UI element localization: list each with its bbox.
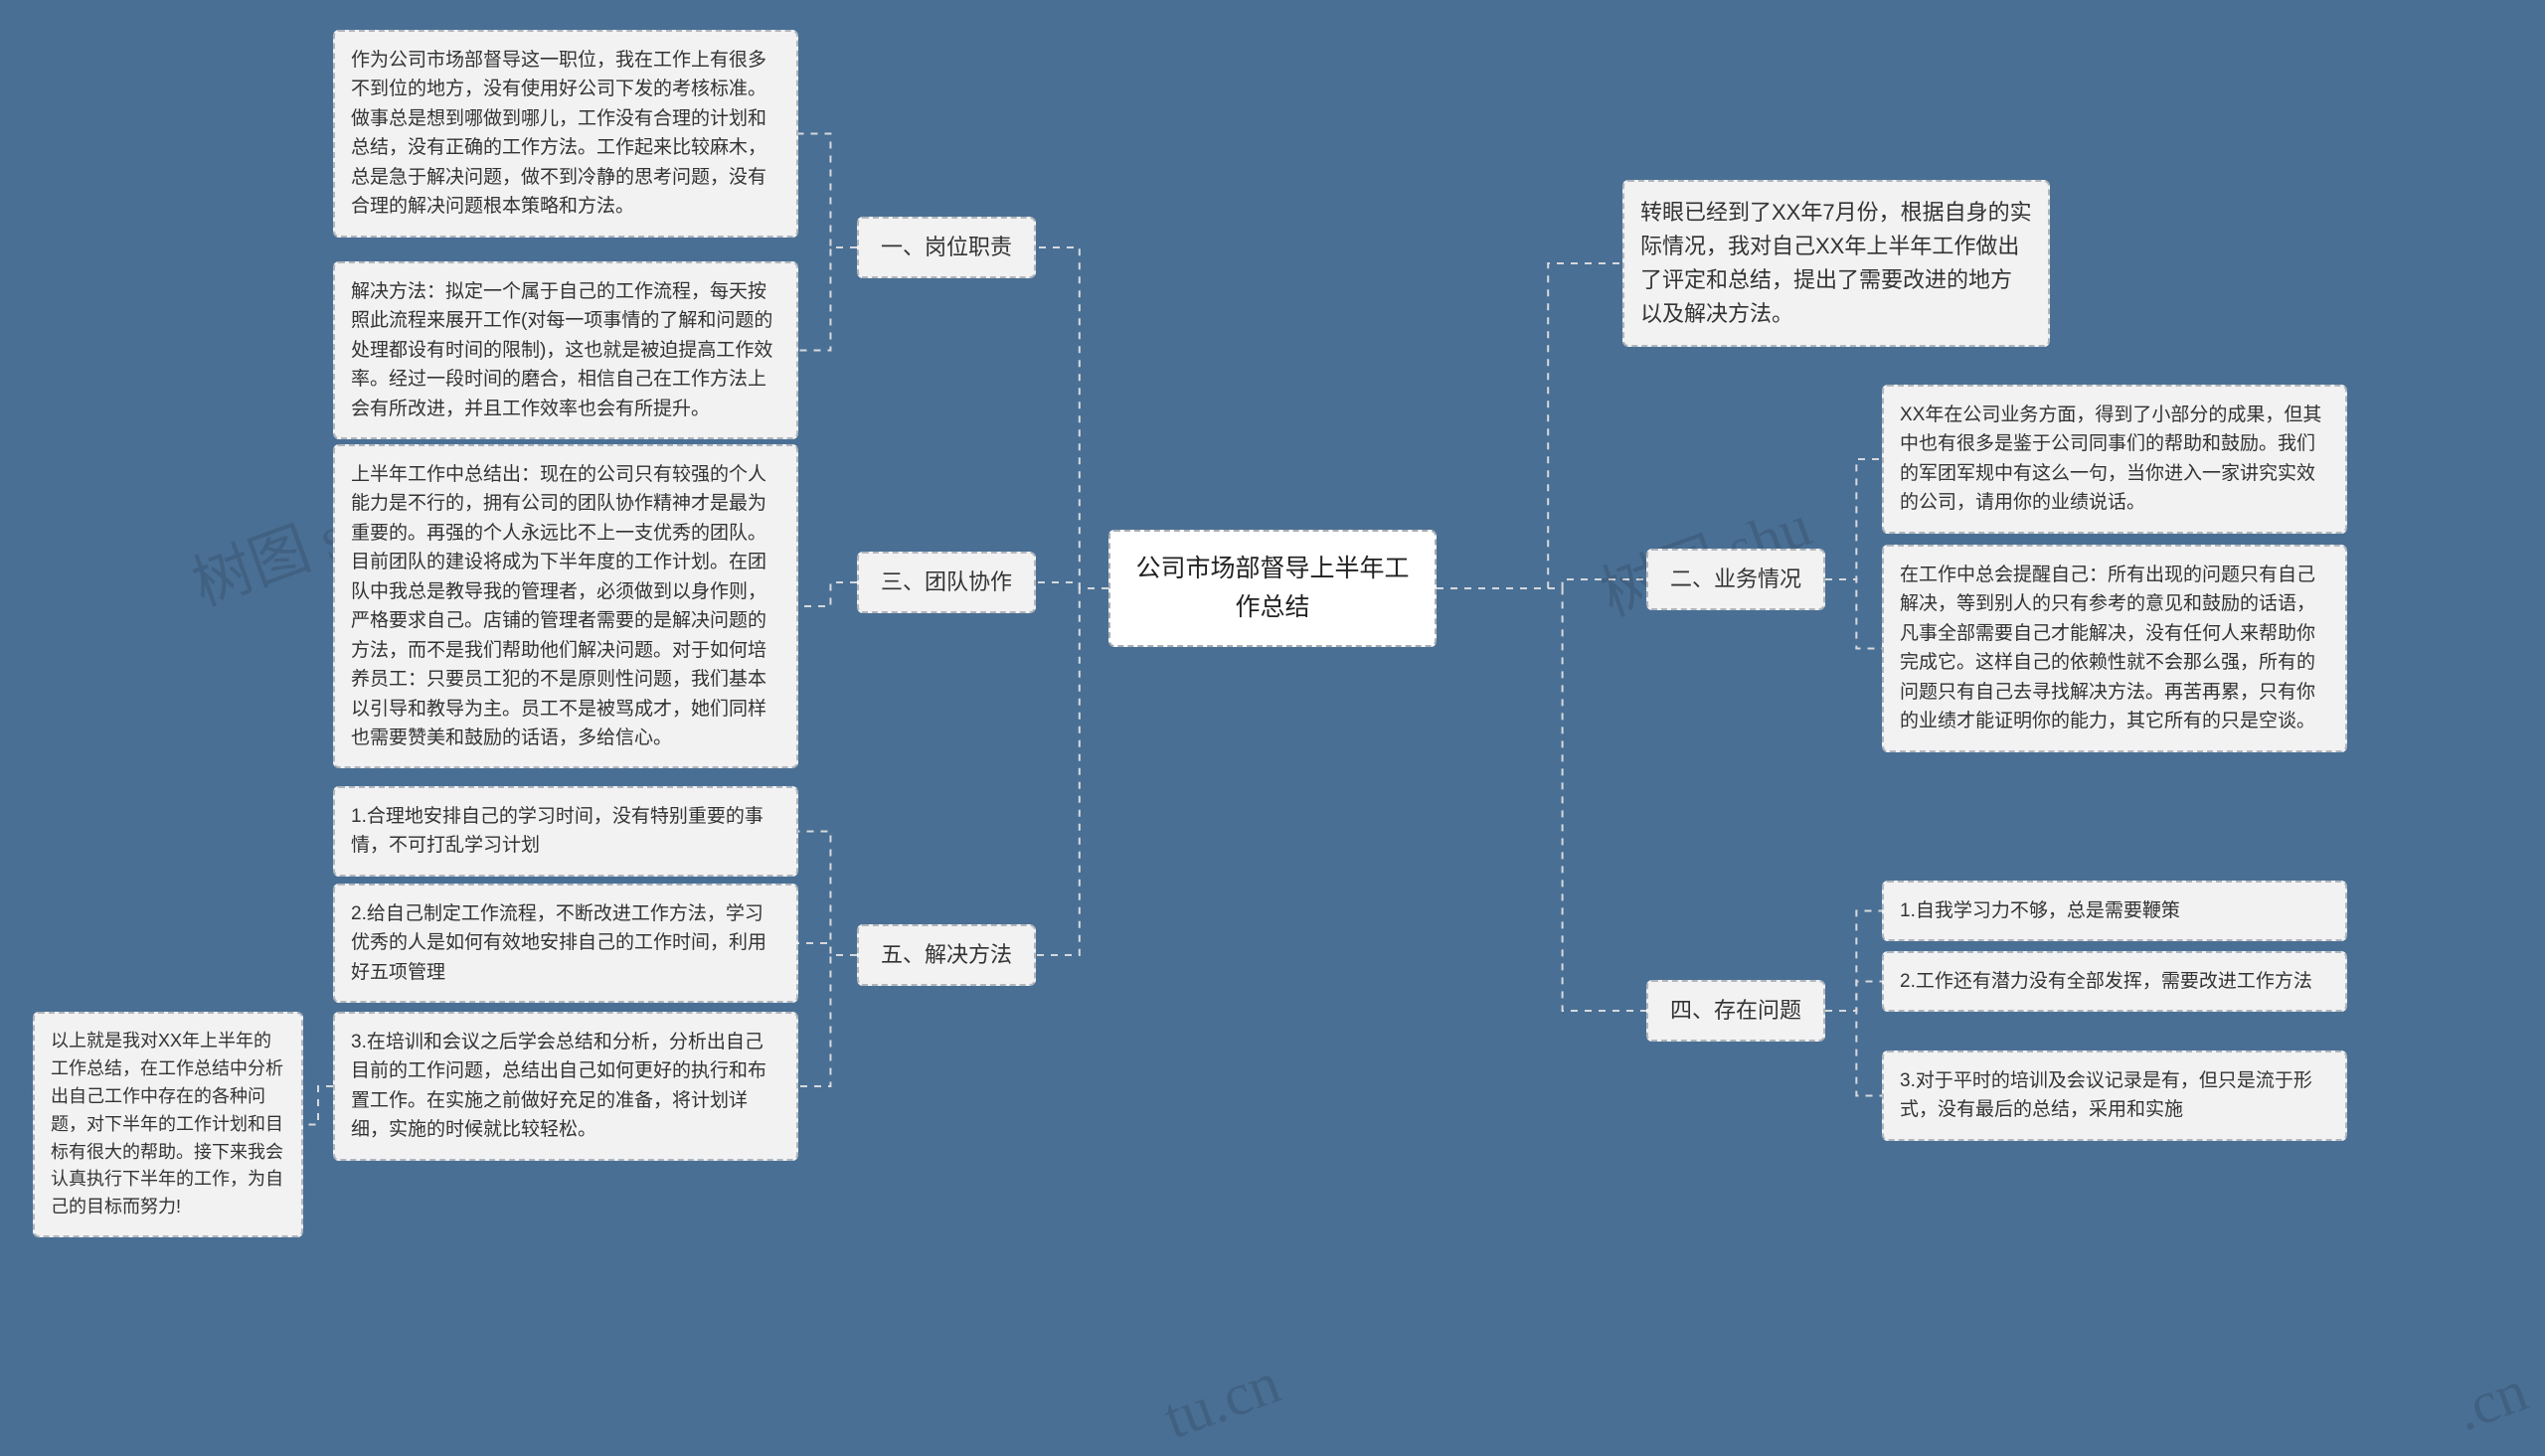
branch-b1: 一、岗位职责 (857, 217, 1036, 278)
leaf-b2-0: XX年在公司业务方面，得到了小部分的成果，但其中也有很多是鉴于公司同事们的帮助和… (1882, 385, 2347, 534)
leaf-b4-2: 3.对于平时的培训及会议记录是有，但只是流于形式，没有最后的总结，采用和实施 (1882, 1051, 2347, 1141)
branch-b5: 五、解决方法 (857, 924, 1036, 986)
watermark: tu.cn (1155, 1349, 1289, 1453)
leaf-b2-1: 在工作中总会提醒自己：所有出现的问题只有自己解决，等到别人的只有参考的意见和鼓励… (1882, 545, 2347, 752)
conclusion-leaf: 以上就是我对XX年上半年的工作总结，在工作总结中分析出自己工作中存在的各种问题，… (33, 1012, 303, 1237)
watermark: 树图 s (179, 488, 357, 623)
leaf-b4-1: 2.工作还有潜力没有全部发挥，需要改进工作方法 (1882, 951, 2347, 1012)
leaf-b5-1: 2.给自己制定工作流程，不断改进工作方法，学习优秀的人是如何有效地安排自己的工作… (333, 884, 798, 1003)
branch-b2: 二、业务情况 (1646, 549, 1825, 610)
leaf-b1-1: 解决方法：拟定一个属于自己的工作流程，每天按照此流程来展开工作(对每一项事情的了… (333, 261, 798, 439)
watermark: .cn (2446, 1357, 2536, 1445)
branch-b4: 四、存在问题 (1646, 980, 1825, 1042)
leaf-b5-0: 1.合理地安排自己的学习时间，没有特别重要的事情，不可打乱学习计划 (333, 786, 798, 877)
leaf-b4-0: 1.自我学习力不够，总是需要鞭策 (1882, 881, 2347, 941)
leaf-b5-2: 3.在培训和会议之后学会总结和分析，分析出自己目前的工作问题，总结出自己如何更好… (333, 1012, 798, 1161)
center-node: 公司市场部督导上半年工作总结 (1108, 530, 1437, 647)
branch-b3: 三、团队协作 (857, 552, 1036, 613)
leaf-b3-0: 上半年工作中总结出：现在的公司只有较强的个人能力是不行的，拥有公司的团队协作精神… (333, 444, 798, 768)
leaf-b1-0: 作为公司市场部督导这一职位，我在工作上有很多不到位的地方，没有使用好公司下发的考… (333, 30, 798, 238)
intro-leaf: 转眼已经到了XX年7月份，根据自身的实际情况，我对自己XX年上半年工作做出了评定… (1622, 180, 2050, 347)
